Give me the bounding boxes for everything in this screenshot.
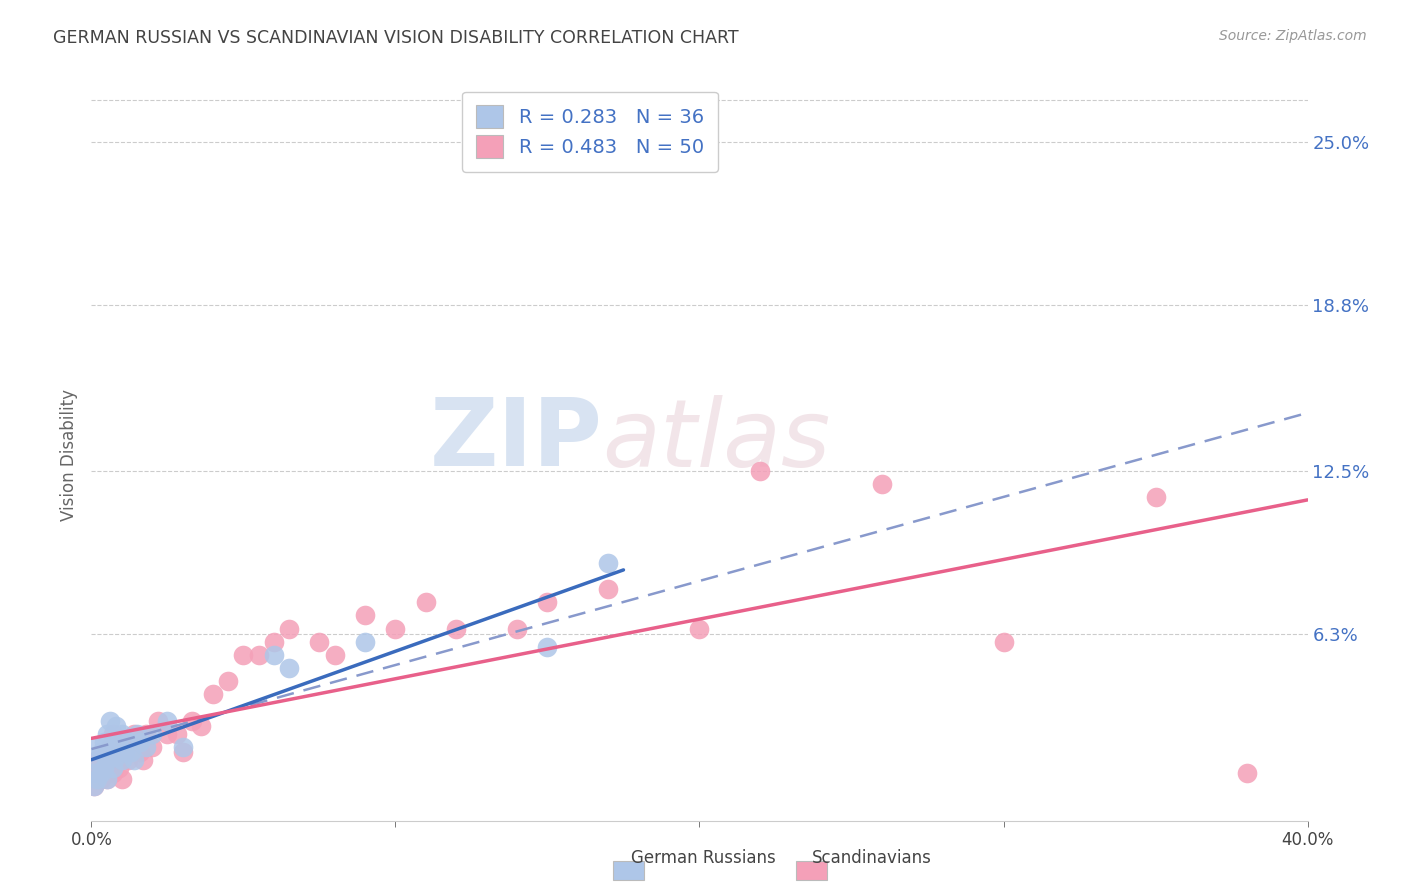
Text: Source: ZipAtlas.com: Source: ZipAtlas.com — [1219, 29, 1367, 43]
Point — [111, 739, 134, 754]
Point — [141, 727, 163, 741]
Point — [598, 582, 620, 596]
Point — [111, 727, 134, 741]
Point — [135, 739, 157, 754]
Point — [104, 753, 127, 767]
Point — [96, 753, 118, 767]
Point — [83, 780, 105, 794]
Point — [354, 608, 377, 623]
Point — [172, 745, 194, 759]
Y-axis label: Vision Disability: Vision Disability — [59, 389, 77, 521]
Point — [117, 735, 139, 749]
Point — [870, 476, 893, 491]
Point — [93, 761, 115, 775]
Point — [86, 753, 108, 767]
Point — [1236, 766, 1258, 780]
Point — [104, 750, 127, 764]
Point — [93, 735, 115, 749]
Point — [111, 772, 134, 786]
Point — [129, 735, 152, 749]
Point — [117, 753, 139, 767]
Point — [96, 727, 118, 741]
Text: Scandinavians: Scandinavians — [811, 849, 932, 867]
Point — [104, 719, 127, 733]
Point — [323, 648, 346, 662]
Point — [101, 766, 124, 780]
Point — [536, 595, 558, 609]
Point — [98, 739, 121, 754]
Point — [190, 719, 212, 733]
Point — [308, 634, 330, 648]
Point — [263, 634, 285, 648]
Point — [83, 766, 105, 780]
Point — [89, 766, 111, 780]
Text: German Russians: German Russians — [631, 849, 775, 867]
Point — [129, 745, 152, 759]
Point — [156, 727, 179, 741]
Point — [132, 753, 155, 767]
Point — [688, 622, 710, 636]
Point — [114, 745, 136, 759]
Point — [101, 727, 124, 741]
Point — [148, 714, 170, 728]
Point — [111, 753, 134, 767]
Point — [415, 595, 437, 609]
Point — [156, 714, 179, 728]
Point — [96, 745, 118, 759]
Point — [598, 556, 620, 570]
Point — [89, 772, 111, 786]
Point — [993, 634, 1015, 648]
Point — [444, 622, 467, 636]
Point — [120, 745, 142, 759]
Point — [107, 761, 129, 775]
Point — [125, 739, 148, 754]
Text: GERMAN RUSSIAN VS SCANDINAVIAN VISION DISABILITY CORRELATION CHART: GERMAN RUSSIAN VS SCANDINAVIAN VISION DI… — [53, 29, 740, 46]
Point — [96, 772, 118, 786]
Point — [114, 735, 136, 749]
Point — [536, 640, 558, 654]
Point — [98, 745, 121, 759]
Point — [506, 622, 529, 636]
Legend: R = 0.283   N = 36, R = 0.483   N = 50: R = 0.283 N = 36, R = 0.483 N = 50 — [463, 92, 717, 171]
Point — [278, 622, 301, 636]
Point — [98, 714, 121, 728]
Text: ZIP: ZIP — [429, 394, 602, 486]
Point — [93, 761, 115, 775]
Point — [86, 766, 108, 780]
Point — [83, 780, 105, 794]
Point — [232, 648, 254, 662]
Point — [247, 648, 270, 662]
Point — [89, 745, 111, 759]
Point — [172, 739, 194, 754]
Point — [86, 739, 108, 754]
Point — [101, 735, 124, 749]
Point — [86, 772, 108, 786]
Point — [263, 648, 285, 662]
Point — [141, 739, 163, 754]
Point — [749, 464, 772, 478]
Point — [86, 753, 108, 767]
Point — [217, 674, 239, 689]
Point — [1144, 490, 1167, 504]
Point — [125, 727, 148, 741]
Point — [101, 761, 124, 775]
Point — [122, 727, 145, 741]
Point — [107, 739, 129, 754]
Point — [354, 634, 377, 648]
Point — [384, 622, 406, 636]
Point — [120, 745, 142, 759]
Point — [180, 714, 202, 728]
Point — [135, 727, 157, 741]
Point — [96, 772, 118, 786]
Point — [166, 727, 188, 741]
Point — [122, 753, 145, 767]
Point — [202, 687, 225, 701]
Text: atlas: atlas — [602, 395, 831, 486]
Point — [278, 661, 301, 675]
